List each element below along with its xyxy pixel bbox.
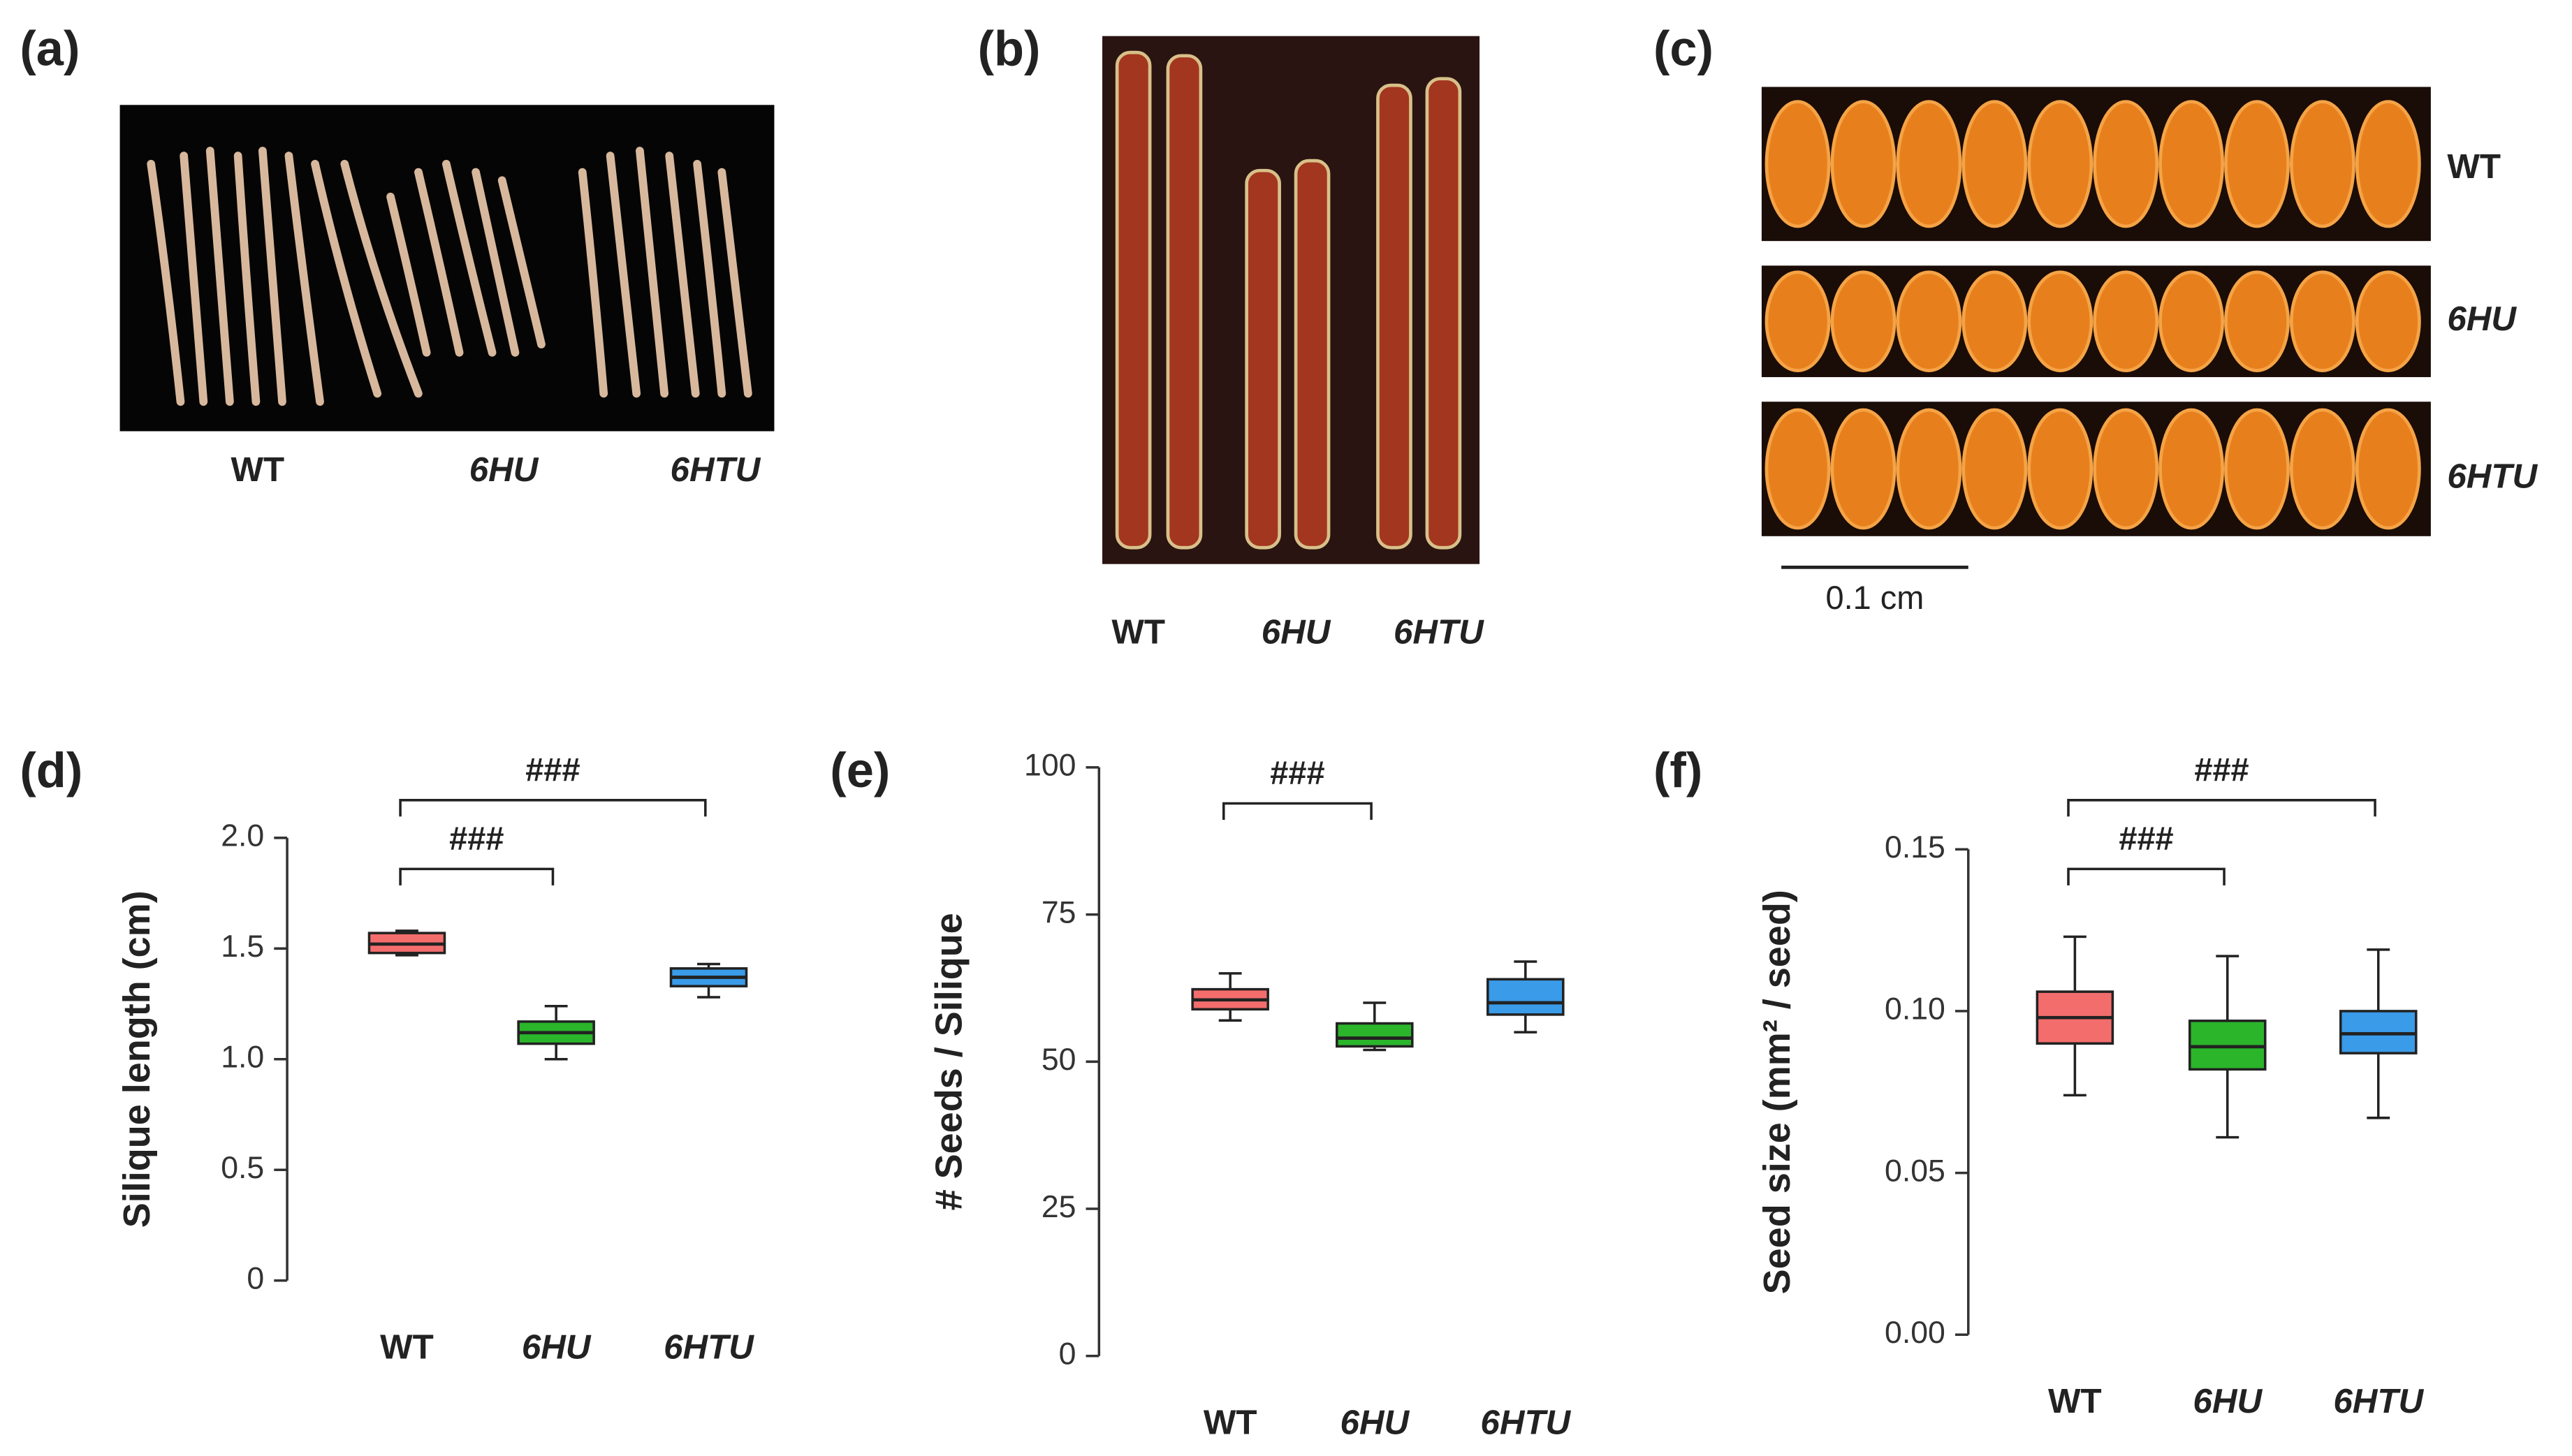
x-tick-label: 6HU bbox=[522, 1328, 592, 1366]
significance-bracket bbox=[1222, 802, 1373, 820]
box bbox=[1486, 978, 1565, 1016]
seed bbox=[1896, 408, 1962, 530]
seed bbox=[1830, 408, 1897, 530]
significance-bracket bbox=[2067, 867, 2226, 885]
panel-label: (b) bbox=[978, 21, 1041, 76]
genotype-label: WT bbox=[2447, 147, 2501, 186]
genotype-label: 6HU bbox=[1262, 613, 1331, 652]
seed bbox=[2158, 270, 2225, 372]
seed bbox=[1764, 270, 1831, 372]
x-tick-label: WT bbox=[2048, 1382, 2102, 1420]
y-axis-label: Seed size (mm² / seed) bbox=[1756, 890, 1798, 1294]
seed bbox=[1830, 100, 1897, 228]
seed bbox=[2224, 408, 2290, 530]
significance-label: ### bbox=[2119, 820, 2173, 857]
significance-label: ### bbox=[525, 751, 580, 788]
y-tick-label: 0 bbox=[247, 1262, 264, 1296]
genotype-label: 6HTU bbox=[2447, 457, 2538, 496]
genotype-label: 6HTU bbox=[1394, 613, 1484, 652]
y-tick-label: 0.15 bbox=[1885, 830, 1945, 865]
seed bbox=[2027, 270, 2094, 372]
seed bbox=[2355, 100, 2421, 228]
seed bbox=[2289, 408, 2355, 530]
seed bbox=[2224, 270, 2290, 372]
x-tick-label: 6HU bbox=[2193, 1382, 2263, 1420]
photo bbox=[1102, 36, 1480, 564]
y-tick-label: 0 bbox=[1059, 1337, 1076, 1372]
seed-photos bbox=[1761, 87, 2431, 536]
genotype-label: 6HTU bbox=[671, 450, 761, 489]
seed bbox=[2027, 408, 2094, 530]
seed bbox=[1961, 408, 2028, 530]
seed bbox=[1961, 270, 2028, 372]
x-tick-label: WT bbox=[380, 1328, 434, 1366]
seed bbox=[1830, 270, 1897, 372]
significance-label: ### bbox=[1270, 754, 1324, 791]
seed bbox=[2093, 100, 2159, 228]
seed bbox=[2289, 270, 2355, 372]
seed bbox=[2158, 408, 2225, 530]
x-tick-label: 6HU bbox=[1340, 1403, 1410, 1441]
y-tick-label: 100 bbox=[1024, 749, 1076, 783]
seed bbox=[1896, 100, 1962, 228]
y-tick-label: 2.0 bbox=[221, 819, 264, 853]
panel-label: (c) bbox=[1653, 21, 1714, 76]
panel-label: (f) bbox=[1653, 742, 1702, 797]
panel-label: (a) bbox=[20, 21, 80, 76]
y-axis-label: # Seeds / Silique bbox=[928, 913, 970, 1210]
genotype-label: WT bbox=[1111, 613, 1165, 652]
seed bbox=[2093, 270, 2159, 372]
y-tick-label: 25 bbox=[1042, 1190, 1076, 1224]
genotype-label: 6HU bbox=[2447, 300, 2517, 338]
significance-bracket bbox=[399, 867, 555, 885]
open-siliques bbox=[1115, 50, 1462, 550]
y-tick-label: 1.5 bbox=[221, 929, 264, 964]
scale-bar-label: 0.1 cm bbox=[1825, 579, 1924, 616]
y-tick-label: 0.10 bbox=[1885, 992, 1945, 1027]
significance-label: ### bbox=[449, 820, 504, 857]
box bbox=[1336, 1022, 1414, 1048]
seed bbox=[2224, 100, 2290, 228]
panel-label: (d) bbox=[20, 742, 82, 797]
siliques bbox=[147, 147, 752, 406]
seed bbox=[1764, 100, 1831, 228]
seed bbox=[2093, 408, 2159, 530]
y-tick-label: 50 bbox=[1042, 1043, 1076, 1077]
y-tick-label: 75 bbox=[1042, 895, 1076, 929]
significance-bracket bbox=[2067, 799, 2376, 817]
y-tick-label: 0.5 bbox=[221, 1151, 264, 1185]
seed bbox=[2289, 100, 2355, 228]
seed bbox=[2027, 100, 2094, 228]
x-tick-label: 6HTU bbox=[1480, 1403, 1571, 1441]
significance-bracket bbox=[399, 799, 707, 817]
seed bbox=[1764, 408, 1831, 530]
seed bbox=[1896, 270, 1962, 372]
genotype-label: 6HU bbox=[469, 450, 539, 489]
seed bbox=[1961, 100, 2028, 228]
y-tick-label: 0.00 bbox=[1885, 1316, 1945, 1350]
x-tick-label: 6HTU bbox=[2333, 1382, 2424, 1420]
seed bbox=[2158, 100, 2225, 228]
seed bbox=[2355, 408, 2421, 530]
y-tick-label: 0.05 bbox=[1885, 1154, 1945, 1188]
genotype-label: WT bbox=[231, 450, 284, 489]
seed bbox=[2355, 270, 2421, 372]
panel-label: (e) bbox=[830, 742, 890, 797]
x-tick-label: WT bbox=[1204, 1403, 1257, 1441]
y-tick-label: 1.0 bbox=[221, 1040, 264, 1075]
x-tick-label: 6HTU bbox=[664, 1328, 754, 1366]
y-axis-label: Silique length (cm) bbox=[116, 890, 158, 1228]
significance-label: ### bbox=[2194, 751, 2249, 788]
